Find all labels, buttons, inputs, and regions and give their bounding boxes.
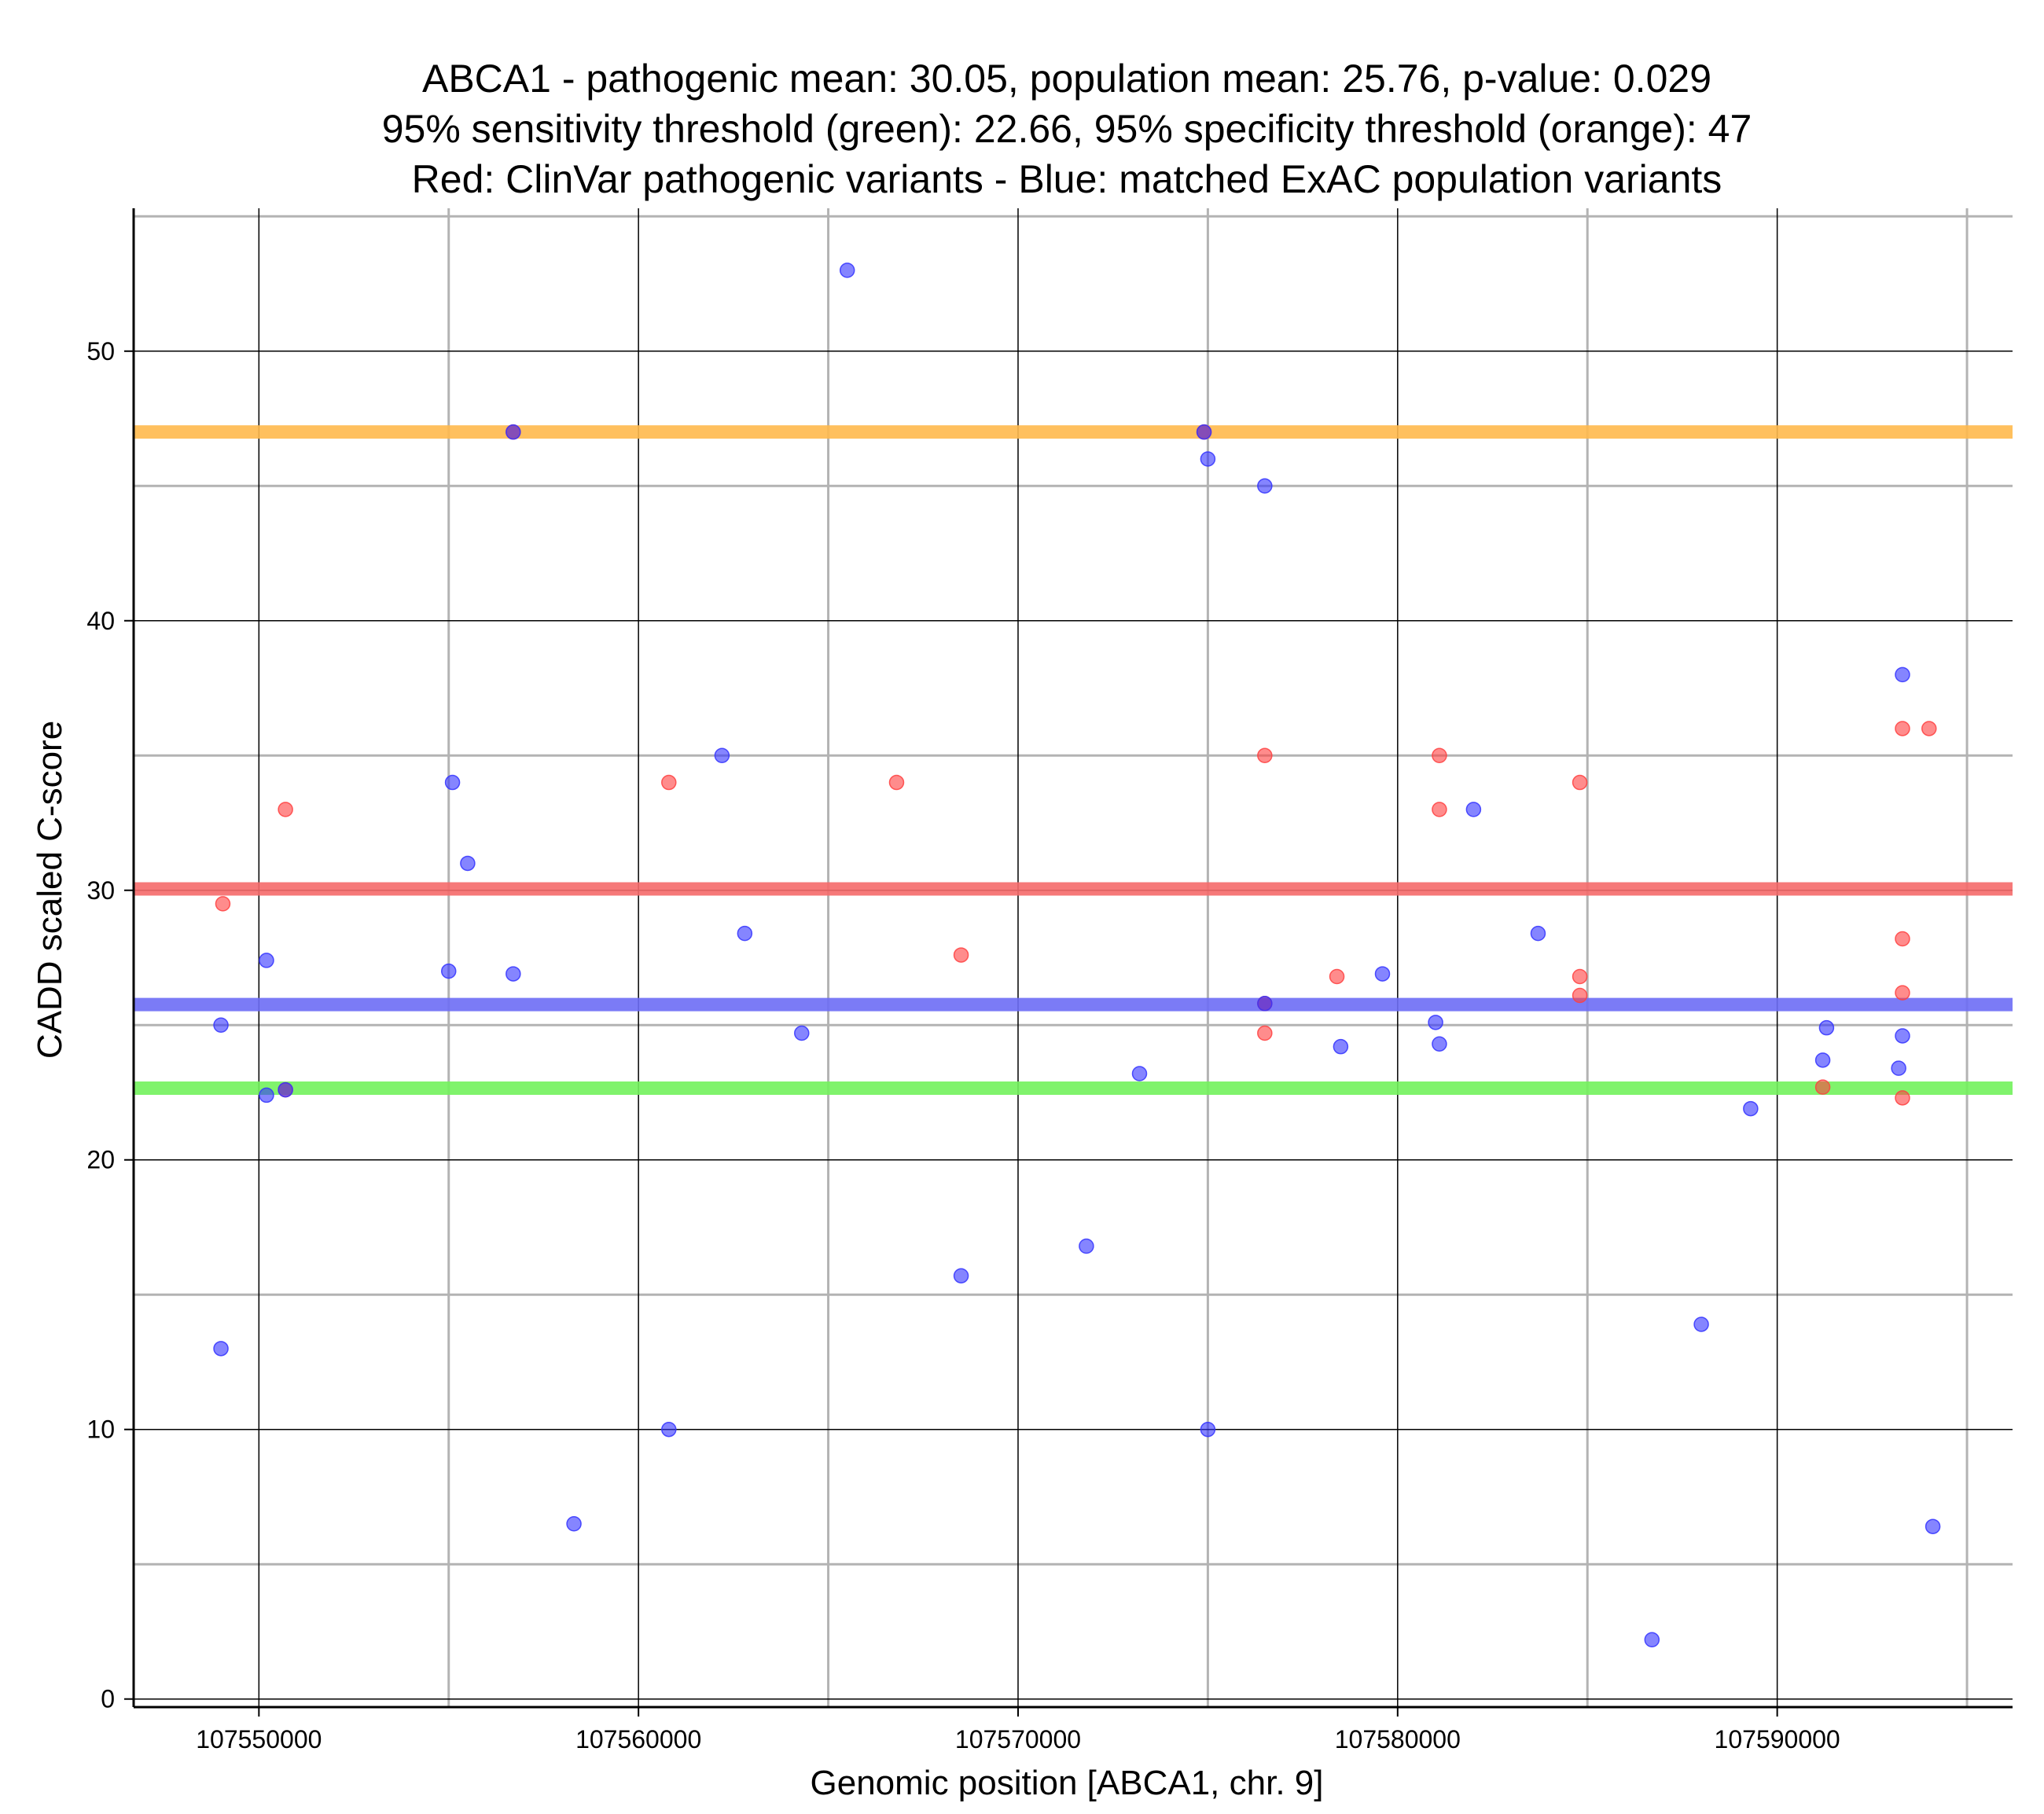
pathogenic-variant-point <box>1257 747 1273 764</box>
population-variant-point <box>1131 1066 1148 1081</box>
reference-lines <box>134 425 2013 1096</box>
x-tick-label: 107560000 <box>575 1725 701 1753</box>
x-tick-label: 107580000 <box>1335 1725 1461 1753</box>
pathogenic-variant-point <box>1895 1090 1910 1106</box>
pathogenic-variant-point <box>278 802 293 817</box>
population-variant-point <box>1814 1052 1831 1068</box>
population-variant-point <box>1432 1036 1447 1052</box>
population-variant-point <box>1818 1019 1835 1036</box>
population-variant-point <box>1428 1015 1443 1030</box>
pathogenic-variant-point <box>1432 747 1447 764</box>
y-tick-label: 20 <box>86 1146 115 1174</box>
x-tick-label: 107550000 <box>196 1725 322 1753</box>
y-axis-title: CADD scaled C-score <box>31 721 69 1059</box>
population-variant-point <box>259 953 274 968</box>
population-variant-point <box>213 1341 229 1357</box>
population-variant-point <box>1743 1100 1759 1117</box>
population-variant-point <box>1374 966 1391 982</box>
y-tick-label: 40 <box>86 607 115 635</box>
x-tick-label: 107590000 <box>1715 1725 1840 1753</box>
population-variant-point <box>444 774 461 791</box>
population-variant-point <box>1530 925 1546 942</box>
pathogenic-variant-point <box>661 774 677 791</box>
tick-labels: 107550000 107560000 107570000 107580000 1075… <box>86 337 1840 1753</box>
pathogenic-variant-point <box>1329 968 1345 985</box>
pathogenic-variant-point <box>1257 1025 1273 1041</box>
population-variant-point <box>714 747 730 764</box>
population-variant-point <box>1465 802 1482 817</box>
population-variant-point <box>661 1421 677 1438</box>
population-variant-point <box>794 1025 810 1041</box>
population-variant-point <box>259 1087 274 1103</box>
pathogenic-variant-point <box>1895 985 1910 1001</box>
population-variant-point <box>1257 996 1273 1012</box>
population-variant-point <box>1200 1421 1216 1438</box>
x-axis-title: Genomic position [ABCA1, chr. 9] <box>811 1764 1324 1802</box>
y-tick-label: 50 <box>86 337 115 365</box>
pathogenic-variant-point <box>1432 802 1447 817</box>
y-tick-label: 30 <box>86 876 115 905</box>
pathogenic-variant-point <box>953 947 969 963</box>
pathogenic-variant-point <box>1572 774 1588 791</box>
population-variant-point <box>440 963 457 979</box>
population-variant-point <box>213 1017 229 1033</box>
population-variant-point <box>566 1516 582 1532</box>
population-variant-point <box>1200 451 1216 467</box>
population-variant-point <box>953 1268 969 1283</box>
population-variant-point <box>460 855 476 872</box>
pathogenic-variant-point <box>1895 931 1910 947</box>
pathogenic-variant-point <box>215 896 231 912</box>
population-variant-point <box>1333 1038 1349 1055</box>
population-variant-point <box>505 966 521 982</box>
data-points <box>213 263 1941 1648</box>
pathogenic-variant-point <box>1814 1079 1831 1095</box>
pathogenic-variant-point <box>1572 968 1588 985</box>
population-variant-point <box>737 925 753 942</box>
population-variant-point <box>1895 1028 1910 1044</box>
grid <box>134 208 2013 1707</box>
population-variant-point <box>1079 1238 1094 1254</box>
population-variant-point <box>505 424 521 440</box>
population-variant-point <box>1257 478 1273 494</box>
pathogenic-variant-point <box>1921 721 1937 736</box>
population-variant-point <box>1925 1518 1941 1534</box>
y-tick-label: 10 <box>86 1416 115 1444</box>
population-variant-point <box>1895 666 1910 683</box>
chart-title-line-1: ABCA1 - pathogenic mean: 30.05, populati… <box>422 57 1711 101</box>
axes <box>124 208 2013 1717</box>
x-tick-label: 107570000 <box>955 1725 1081 1753</box>
population-variant-point <box>1644 1632 1660 1648</box>
chart-title-line-3: Red: ClinVar pathogenic variants - Blue:… <box>412 157 1722 201</box>
chart-title: ABCA1 - pathogenic mean: 30.05, populati… <box>382 57 1752 201</box>
pathogenic-variant-point <box>1572 987 1588 1004</box>
y-tick-label: 0 <box>101 1685 115 1713</box>
population-variant-point <box>1196 424 1212 440</box>
pathogenic-variant-point <box>888 774 905 791</box>
population-variant-point <box>839 263 855 278</box>
population-variant-point <box>1891 1060 1906 1076</box>
chart-title-line-2: 95% sensitivity threshold (green): 22.66… <box>382 107 1752 151</box>
population-variant-point <box>1693 1316 1709 1332</box>
population-variant-point <box>278 1081 293 1098</box>
pathogenic-variant-point <box>1895 721 1910 736</box>
